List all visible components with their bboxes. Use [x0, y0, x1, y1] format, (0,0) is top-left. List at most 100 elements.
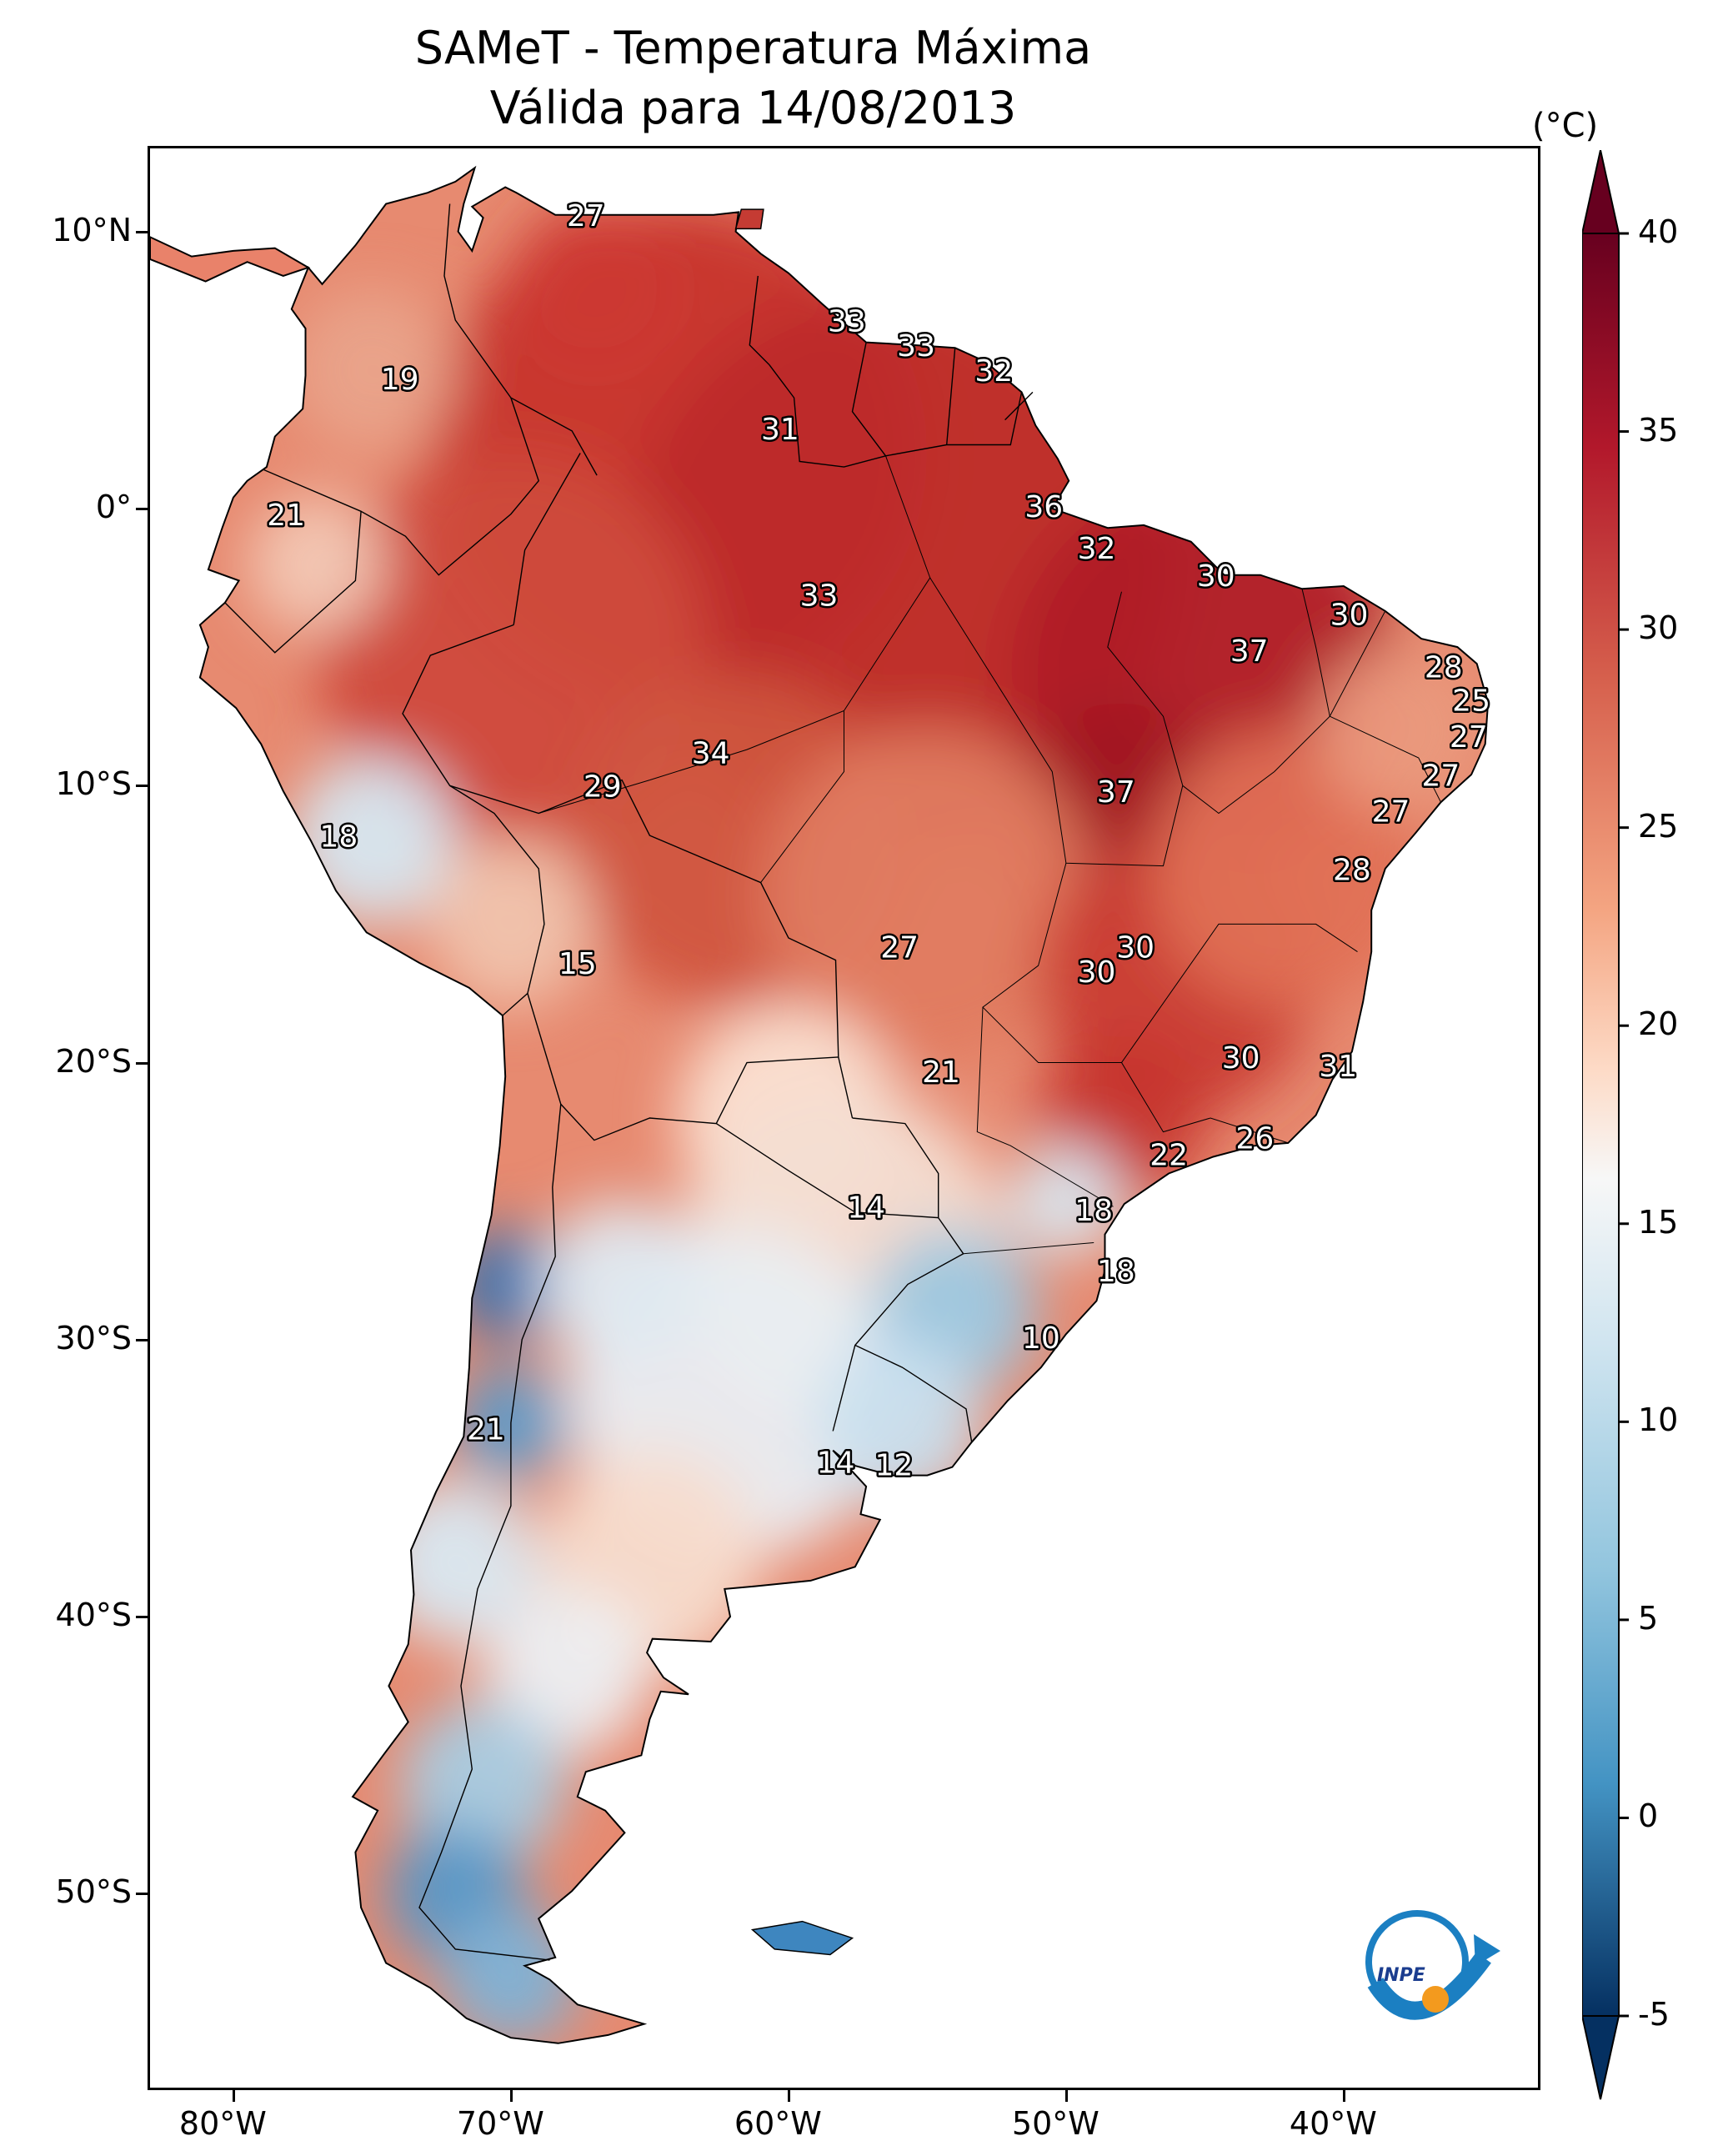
lat-tick-mark	[136, 785, 148, 788]
lat-tick-label: 10°S	[55, 765, 132, 803]
colorbar-tick-label: 30	[1638, 609, 1679, 647]
lat-tick-label: 50°S	[55, 1873, 132, 1911]
border-line	[715, 1117, 939, 1219]
temperature-label: 30	[1078, 955, 1116, 990]
temperature-blob	[816, 1339, 983, 1507]
lat-tick-label: 30°S	[55, 1319, 132, 1356]
border-line	[769, 364, 1023, 468]
state-border-line	[1121, 1062, 1289, 1144]
temperature-label: 27	[1422, 759, 1460, 793]
lon-tick-mark	[509, 2090, 513, 2102]
temperature-label: 10	[1022, 1321, 1060, 1356]
border-line	[224, 511, 362, 654]
border-line	[443, 203, 598, 476]
panama-isthmus	[150, 236, 311, 283]
chart-subtitle: Válida para 14/08/2013	[489, 82, 1017, 134]
temperature-label: 21	[267, 499, 305, 533]
temperature-blob	[428, 840, 594, 1008]
temperature-label: 33	[800, 579, 839, 613]
state-border-line	[760, 710, 844, 883]
colorbar-min-arrow	[1582, 2015, 1620, 2100]
temperature-label: 27	[1450, 720, 1488, 755]
lat-tick-mark	[136, 1338, 148, 1341]
colorbar-tick-label: 15	[1638, 1203, 1679, 1241]
lon-tick-label: 50°W	[1011, 2105, 1099, 2142]
lat-tick-label: 40°S	[55, 1597, 132, 1634]
lon-tick-mark	[232, 2090, 235, 2102]
temperature-label: 18	[320, 820, 358, 854]
border-line	[402, 624, 545, 1016]
temperature-label: 33	[897, 329, 935, 364]
temperature-label: 27	[880, 930, 919, 965]
temperature-blob	[399, 1699, 567, 1867]
border-line	[418, 1104, 562, 1961]
colorbar-gradient	[1582, 233, 1620, 2017]
lon-tick-mark	[1342, 2090, 1345, 2102]
chart-title: SAMeT - Temperatura Máxima	[414, 22, 1092, 74]
temperature-label: 25	[1452, 684, 1490, 719]
lat-tick-mark	[136, 1061, 148, 1065]
lon-tick-mark	[787, 2090, 790, 2102]
state-border-line	[1329, 610, 1441, 803]
temperature-label: 30	[1222, 1041, 1260, 1075]
temperature-label: 19	[381, 363, 419, 397]
colorbar	[1582, 150, 1629, 2100]
temperature-shading	[247, 203, 1483, 2043]
temperature-label: 14	[847, 1191, 885, 1226]
colorbar-max-arrow	[1582, 150, 1620, 234]
temperature-label: 12	[875, 1449, 914, 1483]
falkland-islands	[750, 1920, 854, 1956]
border-line	[854, 1344, 973, 1442]
coastline	[198, 165, 1490, 2044]
lat-tick-label: 0°	[95, 488, 132, 525]
temperature-label: 32	[1078, 532, 1116, 566]
temperature-label: 28	[1333, 853, 1371, 887]
country-borders	[224, 203, 1441, 1961]
temperature-blob	[538, 1201, 705, 1368]
colorbar-tick-label: 20	[1638, 1005, 1679, 1043]
colorbar-unit: (°C)	[1532, 107, 1599, 145]
border-line	[832, 1217, 964, 1431]
temperature-blob	[510, 203, 678, 371]
temperature-label: 30	[1330, 599, 1369, 633]
state-border-line	[963, 1242, 1094, 1255]
temperature-label: 33	[828, 304, 866, 338]
lat-tick-mark	[136, 1616, 148, 1619]
lat-tick-mark	[136, 507, 148, 510]
lat-tick-mark	[136, 230, 148, 233]
temperature-label: 22	[1150, 1139, 1188, 1173]
colorbar-tick-label: -5	[1638, 1996, 1670, 2033]
border-line	[749, 275, 770, 365]
temperature-label: 21	[467, 1412, 505, 1447]
state-border-line	[976, 1007, 1114, 1207]
colorbar-tick-label: 0	[1638, 1798, 1659, 1835]
temperature-label: 30	[1116, 930, 1155, 965]
border-line	[946, 348, 956, 445]
temperature-blob	[1315, 646, 1483, 814]
state-border-line	[929, 577, 1184, 867]
temperature-blob	[455, 1228, 567, 1340]
colorbar-tick-label: 25	[1638, 807, 1679, 845]
temperature-blob	[288, 757, 456, 925]
lon-tick-label: 70°W	[456, 2105, 544, 2142]
map-panel: 27 19 33 33 32 31 21 36 32 30 30 33 37 28 25 27 27 34 29 37…	[148, 146, 1540, 2090]
lon-tick-mark	[1064, 2090, 1068, 2102]
border-line	[1004, 391, 1034, 421]
inpe-logo: INPE	[1365, 1910, 1500, 2020]
colorbar-tick-label: 40	[1638, 213, 1679, 250]
temperature-blob	[1010, 1146, 1122, 1257]
temperature-label: 37	[1230, 634, 1269, 669]
temperature-label: 37	[1097, 775, 1135, 810]
temperature-label: 27	[1372, 795, 1410, 829]
temperature-blob	[760, 730, 1094, 1063]
lon-tick-label: 60°W	[734, 2105, 822, 2142]
temperature-label: 29	[584, 770, 622, 805]
temperature-label: 18	[1097, 1255, 1135, 1289]
trinidad-island	[734, 208, 764, 230]
logo-text: INPE	[1377, 1965, 1425, 1986]
state-border-line	[538, 780, 650, 814]
temperature-label: 27	[567, 199, 605, 233]
islands	[150, 208, 854, 1956]
temperature-blob	[247, 494, 387, 634]
temperature-blob	[288, 286, 456, 454]
